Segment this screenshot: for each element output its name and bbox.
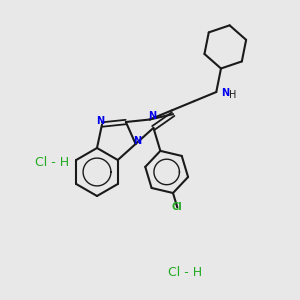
Text: N: N bbox=[148, 110, 156, 121]
Text: Cl - H: Cl - H bbox=[35, 155, 69, 169]
Text: H: H bbox=[229, 90, 237, 100]
Text: N: N bbox=[221, 88, 230, 98]
Text: Cl - H: Cl - H bbox=[168, 266, 202, 278]
Text: Cl: Cl bbox=[172, 202, 183, 212]
Text: N: N bbox=[96, 116, 104, 125]
Text: N: N bbox=[134, 136, 142, 146]
